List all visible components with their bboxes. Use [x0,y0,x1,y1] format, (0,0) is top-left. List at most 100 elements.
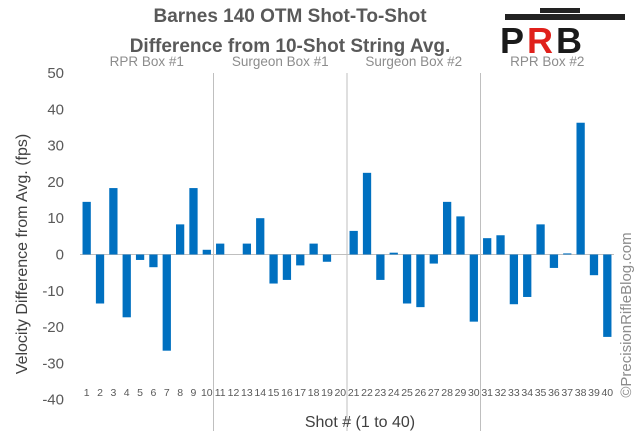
group-label: RPR Box #1 [110,54,184,69]
x-tick-label: 10 [201,387,213,399]
x-tick-label: 39 [588,387,600,399]
bar-shot-33 [509,254,519,305]
rifle-scope [540,8,580,13]
x-tick-label: 32 [495,387,507,399]
chart-title-line-2: Difference from 10-Shot String Avg. [130,36,451,57]
bar-shot-34 [523,254,532,297]
bar-shot-25 [402,254,412,304]
x-tick-label: 15 [268,387,280,399]
bar-shot-8 [175,224,185,255]
bar-shot-10 [202,249,211,255]
x-tick-label: 31 [481,387,493,399]
x-tick-label: 26 [415,387,427,399]
bar-shot-36 [549,254,559,268]
x-tick-label: 8 [177,387,183,399]
bar-shot-35 [536,224,545,255]
bar-shot-7 [162,254,171,351]
x-tick-label: 21 [348,387,360,399]
bar-shot-2 [95,254,105,304]
bar-shot-6 [149,254,158,268]
bar-shot-21 [349,230,358,255]
bar-shot-15 [269,254,278,284]
bar-shot-3 [109,188,118,255]
watermark: ©PrecisionRifleBlog.com [618,232,635,397]
y-tick-label: -30 [42,355,64,372]
x-tick-label: 36 [548,387,560,399]
bar-shot-27 [429,254,438,264]
bar-shot-32 [496,235,505,255]
rifle-silhouette [505,14,625,20]
bar-shot-19 [322,254,332,262]
x-axis-label: Shot # (1 to 40) [305,414,415,431]
bar-shot-9 [189,188,198,255]
bar-shot-14 [256,218,265,255]
group-label: RPR Box #2 [510,54,584,69]
x-tick-label: 33 [508,387,520,399]
y-tick-label: -40 [42,392,64,409]
x-axis-ticks: 1 2 3 4 5 6 7 8 9 10 11 12 13 14 15 16 17 18 19 20 21 22 23 24 2… [84,387,614,399]
x-tick-label: 14 [254,387,266,399]
chart-title: Barnes 140 OTM Shot-To-Shot Difference fr… [130,6,451,57]
bar-shot-37 [563,253,572,255]
group-separators [213,73,481,431]
chart-title-line-1: Barnes 140 OTM Shot-To-Shot [153,6,427,27]
x-tick-label: 27 [428,387,440,399]
x-tick-label: 19 [321,387,333,399]
bar-shot-28 [442,201,452,255]
y-axis-label: Velocity Difference from Avg. (fps) [14,134,31,374]
bar-shot-23 [376,254,385,280]
bar-shot-5 [135,254,145,260]
bar-shot-29 [456,216,465,255]
y-tick-label: 30 [47,138,64,155]
bar-shot-38 [576,122,585,255]
bar-shot-40 [603,254,612,337]
group-labels: RPR Box #1 Surgeon Box #1 Surgeon Box #2 RP… [110,54,585,69]
x-tick-label: 2 [97,387,103,399]
bar-shot-18 [309,243,318,255]
y-tick-label: 20 [47,174,64,191]
x-tick-label: 1 [84,387,90,399]
bar-shot-22 [362,172,372,255]
x-tick-label: 18 [308,387,320,399]
x-tick-label: 37 [561,387,573,399]
bar-shot-16 [282,254,292,280]
x-tick-label: 22 [361,387,373,399]
bar-shot-4 [122,254,131,318]
group-label: Surgeon Box #1 [232,54,329,69]
bar-shot-24 [389,252,398,255]
y-tick-label: 0 [56,247,64,264]
bar-shot-13 [242,243,252,255]
logo-letter-r: R [527,20,553,61]
x-tick-label: 35 [535,387,547,399]
x-tick-label: 16 [281,387,293,399]
x-tick-label: 34 [521,387,533,399]
x-tick-label: 3 [110,387,116,399]
x-tick-label: 17 [294,387,306,399]
group-label: Surgeon Box #2 [365,54,462,69]
x-tick-label: 40 [601,387,613,399]
y-tick-label: 10 [47,210,64,227]
bar-shot-31 [483,238,492,255]
x-tick-label: 24 [388,387,400,399]
x-tick-label: 20 [334,387,346,399]
bar-shot-39 [589,254,599,276]
x-tick-label: 6 [151,387,157,399]
x-tick-label: 5 [137,387,143,399]
prb-logo: P R B [500,8,625,61]
x-tick-label: 13 [241,387,253,399]
bar-shot-17 [296,254,305,266]
y-tick-label: -20 [42,319,64,336]
x-tick-label: 29 [455,387,467,399]
x-tick-label: 23 [375,387,387,399]
y-tick-label: 50 [47,65,64,82]
bar-shot-30 [469,254,478,322]
x-tick-label: 25 [401,387,413,399]
y-axis-ticks: 50 40 30 20 10 0 -10 -20 -30 -40 -50 [42,65,64,431]
bars [82,122,612,351]
x-tick-label: 38 [575,387,587,399]
bar-shot-26 [416,254,425,308]
x-tick-label: 28 [441,387,453,399]
y-tick-label: -50 [42,428,64,431]
bar-shot-11 [216,243,225,255]
